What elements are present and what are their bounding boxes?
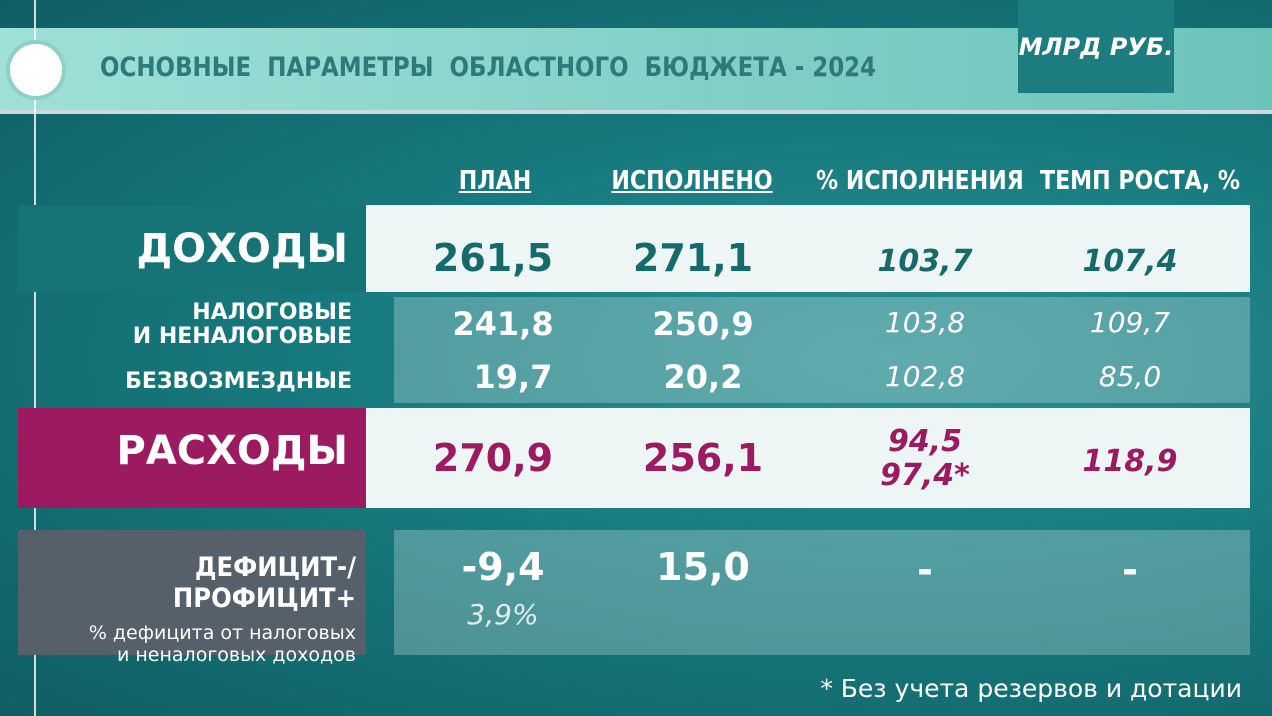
column-header: ПЛАН: [458, 166, 532, 196]
value: 20,2: [663, 358, 743, 396]
value-line: 97,4*: [880, 458, 970, 493]
value: -9,4: [461, 545, 545, 589]
value: 103,8: [884, 306, 966, 339]
unit: МЛРД РУБ.: [1018, 0, 1174, 93]
value: 241,8: [452, 305, 554, 343]
value: 103,7: [877, 244, 973, 279]
value: 270,9: [432, 436, 554, 480]
value: 256,1: [642, 436, 764, 480]
value: 94,5 97,4*: [825, 425, 1025, 493]
sublabel: % дефицита от налоговых и неналоговых дох…: [18, 622, 356, 666]
label-line: НАЛОГОВЫЕ: [192, 300, 352, 325]
value: 85,0: [1098, 360, 1162, 393]
decor-line: [34, 0, 36, 716]
row-panel: [366, 205, 1250, 292]
value: 102,8: [884, 360, 966, 393]
row-label: НАЛОГОВЫЕ И НЕНАЛОГОВЫЕ: [12, 301, 352, 349]
value: 118,9: [1082, 444, 1178, 479]
row-label: ДОХОДЫ: [18, 205, 366, 292]
label-line: И НЕНАЛОГОВЫЕ: [132, 324, 352, 349]
column-header: % ИСПОЛНЕНИЯ: [816, 166, 1024, 196]
row-panel: [394, 530, 1250, 655]
row-panel: [366, 408, 1250, 508]
label-main: ДЕФИЦИТ-/ПРОФИЦИТ+: [172, 552, 356, 614]
value: 19,7: [473, 358, 553, 396]
label-line: % дефицита от налоговых: [88, 622, 356, 644]
row-label: РАСХОДЫ: [18, 408, 366, 508]
value: 250,9: [652, 305, 754, 343]
value-line: 94,5: [887, 424, 963, 459]
row-label: БЕЗВОЗМЕЗДНЫЕ: [125, 369, 352, 394]
value: 3,9%: [467, 598, 539, 631]
value: 109,7: [1089, 306, 1171, 339]
value: 107,4: [1082, 244, 1178, 279]
value: 15,0: [656, 545, 750, 589]
value: -: [1122, 548, 1138, 592]
column-header: ИСПОЛНЕНО: [611, 166, 773, 196]
row-panel: [394, 297, 1250, 403]
row-label: ДЕФИЦИТ-/ПРОФИЦИТ+ % дефицита от налогов…: [18, 530, 366, 666]
logo: [6, 40, 66, 100]
footnote: * Без учета резервов и дотации: [820, 674, 1242, 703]
value: -: [917, 548, 933, 592]
title: ОСНОВНЫЕ ПАРАМЕТРЫ ОБЛАСТНОГО БЮДЖЕТА - …: [100, 52, 877, 83]
value: 271,1: [632, 236, 754, 280]
value: 261,5: [432, 236, 554, 280]
column-header: ТЕМП РОСТА, %: [1040, 166, 1240, 196]
label-line: и неналоговых доходов: [116, 644, 356, 666]
